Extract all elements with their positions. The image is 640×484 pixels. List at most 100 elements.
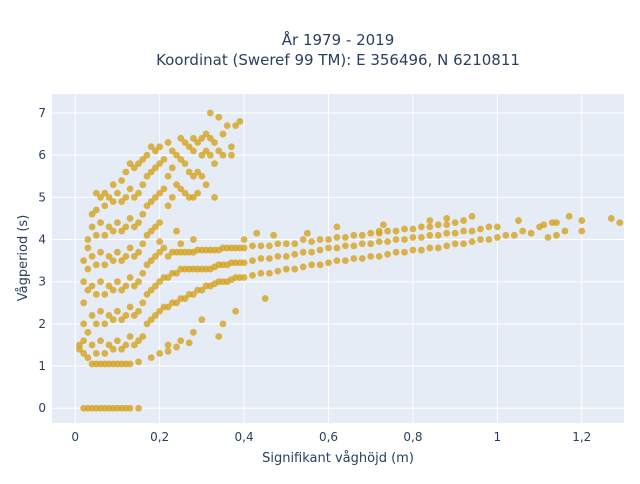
x-tick-label: 0,4 — [235, 430, 254, 444]
data-point — [97, 307, 104, 315]
data-point — [152, 282, 159, 290]
data-point — [299, 263, 307, 271]
data-point — [101, 290, 109, 298]
data-point — [392, 248, 400, 256]
data-point — [325, 236, 332, 243]
data-point — [291, 265, 299, 273]
data-point — [249, 271, 256, 279]
y-tick-label: 5 — [38, 190, 46, 204]
data-point — [152, 312, 159, 319]
data-point — [101, 189, 109, 197]
data-point — [118, 257, 126, 265]
data-point — [202, 130, 210, 138]
data-point — [147, 143, 155, 151]
y-tick-label: 1 — [38, 359, 46, 373]
data-point — [122, 168, 130, 176]
data-point — [451, 219, 459, 227]
data-points — [76, 109, 624, 412]
data-point — [92, 189, 100, 197]
data-point — [616, 219, 624, 227]
data-point — [135, 248, 142, 256]
data-point — [219, 151, 227, 159]
data-point — [147, 286, 155, 294]
data-point — [451, 240, 459, 248]
data-point — [274, 252, 282, 260]
data-point — [240, 274, 248, 281]
y-tick-labels: 0 1 2 3 4 5 6 7 — [38, 106, 46, 415]
data-point — [164, 341, 172, 349]
data-point — [88, 312, 96, 319]
data-point — [168, 193, 176, 201]
data-point — [92, 320, 100, 328]
data-point — [152, 252, 159, 260]
data-point — [80, 299, 88, 307]
data-point — [114, 278, 121, 286]
data-point — [215, 113, 223, 121]
data-point — [168, 147, 176, 155]
data-point — [164, 252, 172, 260]
data-point — [122, 312, 130, 319]
data-point — [190, 328, 197, 336]
data-point — [198, 286, 206, 294]
data-point — [460, 240, 467, 248]
data-point — [139, 333, 147, 340]
data-point — [215, 147, 223, 155]
data-point — [173, 227, 180, 235]
data-point — [109, 257, 117, 265]
data-point — [130, 341, 138, 349]
data-point — [135, 404, 142, 412]
data-point — [88, 341, 96, 349]
data-point — [198, 134, 206, 142]
data-point — [152, 223, 159, 231]
data-point — [114, 248, 121, 256]
data-point — [333, 257, 341, 265]
data-point — [97, 248, 104, 256]
data-point — [105, 312, 113, 319]
data-point — [84, 236, 92, 243]
data-point — [367, 252, 375, 260]
data-point — [181, 295, 189, 302]
data-point — [135, 307, 142, 315]
data-point — [219, 320, 227, 328]
data-point — [139, 299, 147, 307]
data-point — [147, 168, 155, 176]
data-point — [156, 350, 164, 357]
data-point — [325, 259, 332, 267]
data-point — [160, 155, 168, 163]
data-point — [109, 227, 117, 235]
data-point — [510, 231, 518, 239]
data-point — [206, 109, 214, 117]
data-point — [105, 193, 113, 201]
data-point — [434, 221, 442, 229]
data-point — [194, 189, 202, 197]
x-tick-label: 0,6 — [319, 430, 338, 444]
data-point — [270, 231, 278, 239]
data-point — [485, 236, 493, 243]
data-point — [139, 181, 147, 189]
data-point — [468, 227, 476, 235]
data-point — [358, 240, 366, 248]
x-tick-label: 0,2 — [150, 430, 169, 444]
data-point — [375, 252, 383, 260]
data-point — [80, 337, 88, 345]
data-point — [206, 134, 214, 142]
data-point — [164, 303, 172, 311]
grid-lines — [52, 94, 624, 423]
y-tick-label: 6 — [38, 148, 46, 162]
data-point — [299, 236, 307, 243]
data-point — [249, 257, 256, 265]
data-point — [553, 231, 560, 239]
data-point — [240, 259, 248, 267]
data-point — [341, 234, 349, 241]
data-point — [485, 223, 493, 231]
data-point — [190, 236, 197, 243]
data-point — [350, 255, 358, 262]
data-point — [282, 240, 290, 248]
data-point — [135, 337, 142, 345]
data-point — [358, 231, 366, 239]
data-point — [156, 143, 164, 151]
data-point — [443, 229, 451, 237]
data-point — [460, 227, 467, 235]
data-point — [266, 269, 273, 277]
